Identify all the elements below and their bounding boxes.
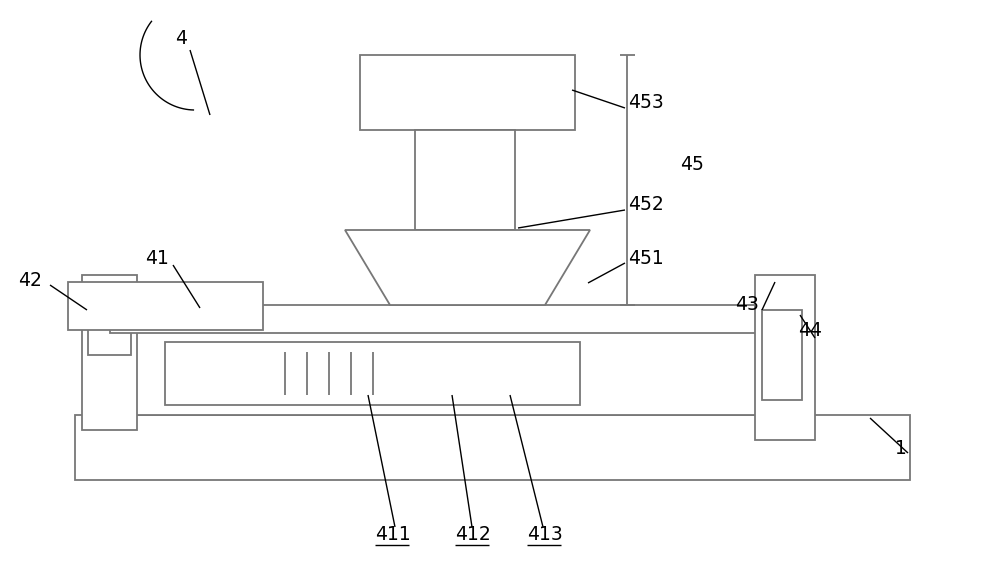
Text: 453: 453	[628, 93, 664, 112]
Text: 4: 4	[175, 28, 187, 47]
Bar	[110, 330, 775, 415]
Bar	[762, 310, 802, 400]
Bar	[82, 275, 137, 430]
Bar	[165, 342, 580, 405]
Text: 42: 42	[18, 271, 42, 290]
Bar	[360, 55, 575, 130]
Text: 43: 43	[735, 295, 759, 314]
Text: 1: 1	[895, 438, 907, 457]
Text: 452: 452	[628, 195, 664, 214]
Bar	[755, 275, 815, 440]
Text: 413: 413	[527, 525, 563, 544]
Text: 451: 451	[628, 248, 664, 267]
Text: 411: 411	[375, 525, 411, 544]
Bar	[110, 305, 775, 333]
Bar	[75, 415, 910, 480]
Text: 412: 412	[455, 525, 491, 544]
Text: 41: 41	[145, 248, 169, 267]
Text: 44: 44	[798, 320, 822, 339]
Bar	[68, 282, 263, 330]
Bar	[415, 130, 515, 230]
Bar	[88, 310, 131, 355]
Polygon shape	[345, 230, 590, 305]
Text: 45: 45	[680, 156, 704, 175]
